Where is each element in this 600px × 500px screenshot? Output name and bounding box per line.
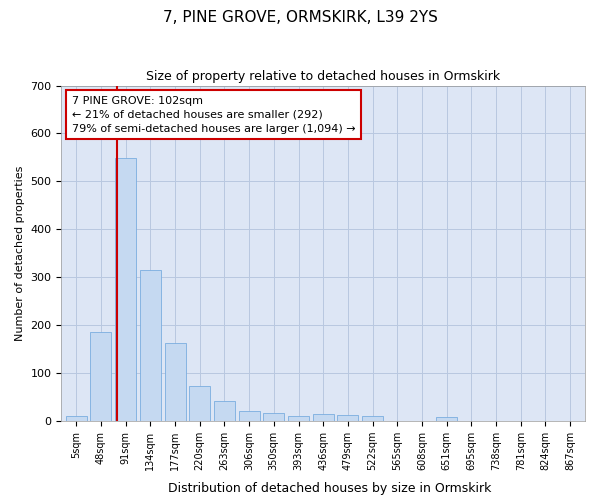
Bar bbox=[362, 416, 383, 421]
Bar bbox=[337, 415, 358, 421]
Text: 7, PINE GROVE, ORMSKIRK, L39 2YS: 7, PINE GROVE, ORMSKIRK, L39 2YS bbox=[163, 10, 437, 25]
Bar bbox=[239, 411, 260, 421]
Bar bbox=[189, 386, 210, 421]
Bar bbox=[140, 270, 161, 421]
Bar bbox=[263, 412, 284, 421]
Bar bbox=[436, 418, 457, 421]
Text: 7 PINE GROVE: 102sqm
← 21% of detached houses are smaller (292)
79% of semi-deta: 7 PINE GROVE: 102sqm ← 21% of detached h… bbox=[72, 96, 355, 134]
Bar bbox=[164, 342, 185, 421]
Bar bbox=[313, 414, 334, 421]
Bar bbox=[91, 332, 112, 421]
Text: Distribution of detached houses by size in Ormskirk: Distribution of detached houses by size … bbox=[169, 482, 491, 495]
Bar bbox=[115, 158, 136, 421]
Bar bbox=[66, 416, 87, 421]
Title: Size of property relative to detached houses in Ormskirk: Size of property relative to detached ho… bbox=[146, 70, 500, 83]
Bar bbox=[288, 416, 309, 421]
Bar bbox=[214, 400, 235, 421]
Y-axis label: Number of detached properties: Number of detached properties bbox=[15, 166, 25, 341]
